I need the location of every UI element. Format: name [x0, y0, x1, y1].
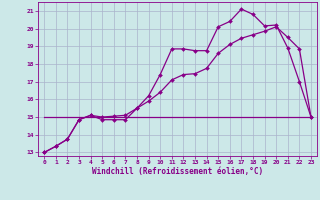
- X-axis label: Windchill (Refroidissement éolien,°C): Windchill (Refroidissement éolien,°C): [92, 167, 263, 176]
